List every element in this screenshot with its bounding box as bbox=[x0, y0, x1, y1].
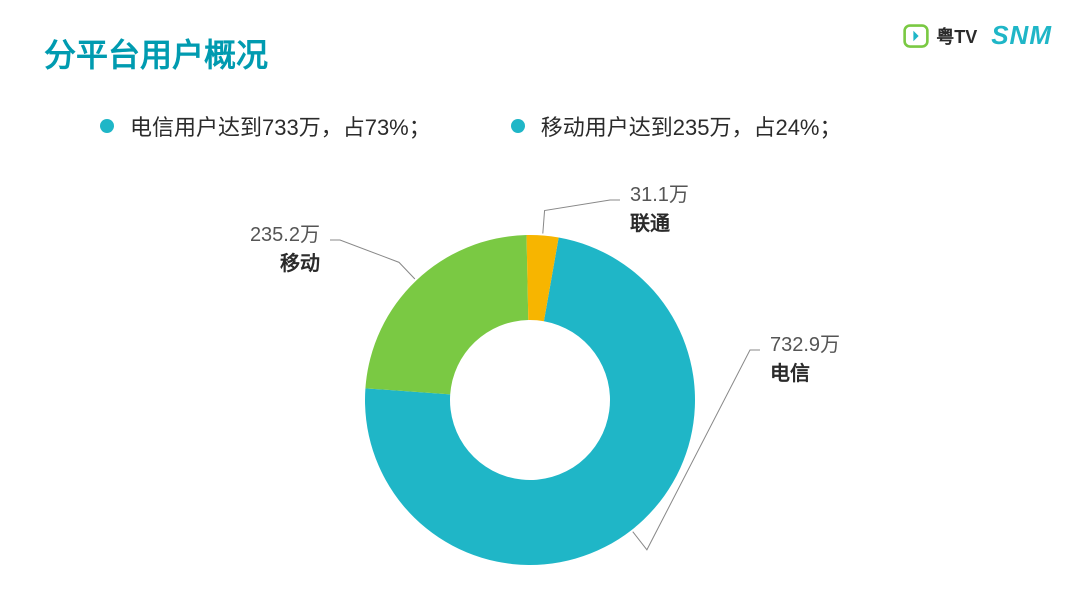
leader-liantong bbox=[543, 200, 620, 233]
label-value: 732.9万 bbox=[770, 328, 840, 357]
logo-ytv-text: 粤TV bbox=[936, 23, 977, 49]
bullet-text: 电信用户达到733万，占73%； bbox=[130, 110, 431, 142]
logo-snm: SNM bbox=[991, 20, 1052, 51]
bullet-text: 移动用户达到235万，占24%； bbox=[541, 110, 842, 142]
label-value: 235.2万 bbox=[250, 218, 320, 247]
leader-yidong bbox=[330, 240, 415, 279]
bullet-item: 电信用户达到733万，占73%； bbox=[100, 110, 431, 142]
bullet-list: 电信用户达到733万，占73%； 移动用户达到235万，占24%； bbox=[100, 110, 842, 142]
bullet-item: 移动用户达到235万，占24%； bbox=[511, 110, 842, 142]
label-dianxin: 732.9万电信 bbox=[770, 328, 840, 386]
donut-chart: 732.9万电信 235.2万移动 31.1万联通 bbox=[0, 160, 1080, 606]
logo-bar: 粤TV SNM bbox=[902, 20, 1052, 51]
bullet-dot-icon bbox=[100, 119, 114, 133]
label-value: 31.1万 bbox=[630, 178, 689, 207]
bullet-dot-icon bbox=[511, 119, 525, 133]
label-yidong: 235.2万移动 bbox=[250, 218, 320, 276]
label-liantong: 31.1万联通 bbox=[630, 178, 689, 236]
label-name: 电信 bbox=[770, 357, 840, 386]
logo-ytv: 粤TV bbox=[902, 22, 977, 50]
page-title: 分平台用户概况 bbox=[44, 30, 268, 76]
label-name: 联通 bbox=[630, 207, 689, 236]
ytv-icon bbox=[902, 22, 930, 50]
donut-svg bbox=[0, 160, 1080, 606]
label-name: 移动 bbox=[250, 247, 320, 276]
